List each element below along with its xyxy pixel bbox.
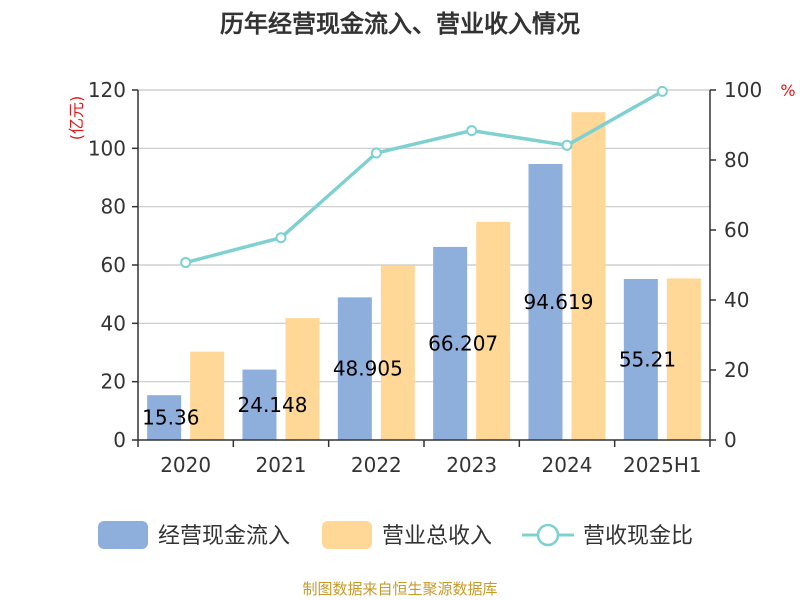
x-axis-ticks: 2020 2021 2022 2023 2024 2025H1 bbox=[160, 453, 701, 477]
data-labels: 15.36 24.148 48.905 66.207 94.619 55.21 bbox=[142, 290, 676, 430]
ratio-line-path bbox=[185, 89, 664, 265]
left-axis-unit: (亿元) bbox=[67, 96, 86, 141]
left-tick-label: 20 bbox=[101, 370, 126, 394]
legend-swatch-revenue bbox=[322, 521, 372, 549]
left-tick-label: 80 bbox=[101, 195, 126, 219]
ratio-point-2024 bbox=[561, 139, 573, 151]
revenue-bar-2024 bbox=[571, 112, 606, 441]
right-tick-label: 100 bbox=[724, 78, 762, 102]
data-label-2025H1: 55.21 bbox=[619, 347, 676, 371]
legend-swatch-ratio-marker bbox=[536, 523, 560, 547]
left-tick-label: 60 bbox=[101, 253, 126, 277]
x-tick-label-2023: 2023 bbox=[446, 453, 497, 477]
cash-inflow-bar-2023 bbox=[433, 246, 468, 440]
legend-swatch-cash-inflow bbox=[98, 521, 148, 549]
right-axis-ticks: 0 20 40 60 80 100 bbox=[724, 78, 762, 452]
legend: 经营现金流入 营业总收入 营收现金比 bbox=[98, 521, 693, 549]
legend-label-revenue: 营业总收入 bbox=[382, 524, 492, 549]
ratio-point-2022 bbox=[370, 147, 382, 159]
data-label-2023: 66.207 bbox=[428, 331, 498, 355]
right-axis-unit: % bbox=[780, 81, 795, 100]
cash-inflow-bar-2020 bbox=[147, 395, 182, 440]
revenue-bar-2023 bbox=[476, 221, 511, 440]
chart-title: 历年经营现金流入、营业收入情况 bbox=[220, 10, 580, 38]
revenue-bar-2021 bbox=[285, 318, 320, 440]
right-tick-label: 0 bbox=[724, 428, 737, 452]
ratio-point-2023 bbox=[466, 125, 478, 137]
cash-inflow-bar-2025H1 bbox=[623, 278, 658, 440]
right-tick-label: 20 bbox=[724, 358, 749, 382]
bars bbox=[147, 112, 701, 441]
x-tick-label-2020: 2020 bbox=[160, 453, 211, 477]
grid-lines bbox=[138, 89, 710, 383]
data-label-2024: 94.619 bbox=[524, 290, 594, 314]
right-tick-label: 60 bbox=[724, 218, 749, 242]
data-label-2022: 48.905 bbox=[333, 357, 403, 381]
ratio-point-2025H1 bbox=[656, 85, 668, 97]
data-label-2021: 24.148 bbox=[238, 393, 308, 417]
revenue-bar-2022 bbox=[380, 265, 415, 440]
ratio-point-2021 bbox=[275, 232, 287, 244]
left-axis-ticks: 0 20 40 60 80 100 120 bbox=[88, 78, 126, 452]
cash-inflow-bar-2021 bbox=[242, 369, 277, 440]
data-label-2020: 15.36 bbox=[142, 406, 199, 430]
legend-label-cash-inflow: 经营现金流入 bbox=[158, 524, 290, 549]
x-tick-label-2025H1: 2025H1 bbox=[623, 453, 702, 477]
x-tick-label-2021: 2021 bbox=[256, 453, 307, 477]
revenue-bar-2025H1 bbox=[666, 278, 701, 440]
right-tick-label: 80 bbox=[724, 148, 749, 172]
left-tick-label: 120 bbox=[88, 78, 126, 102]
right-tick-label: 40 bbox=[724, 288, 749, 312]
source-note: 制图数据来自恒生聚源数据库 bbox=[302, 580, 497, 598]
left-tick-label: 0 bbox=[113, 428, 126, 452]
left-tick-label: 40 bbox=[101, 311, 126, 335]
ratio-point-2020 bbox=[180, 257, 192, 269]
cash-inflow-bar-2022 bbox=[337, 297, 372, 440]
x-tick-label-2024: 2024 bbox=[542, 453, 593, 477]
ratio-line bbox=[180, 85, 668, 269]
revenue-bar-2020 bbox=[190, 351, 225, 440]
cash-inflow-bar-2024 bbox=[528, 164, 563, 440]
legend-label-ratio: 营收现金比 bbox=[583, 524, 693, 549]
left-tick-label: 100 bbox=[88, 136, 126, 160]
x-tick-label-2022: 2022 bbox=[351, 453, 402, 477]
axes bbox=[132, 89, 716, 447]
